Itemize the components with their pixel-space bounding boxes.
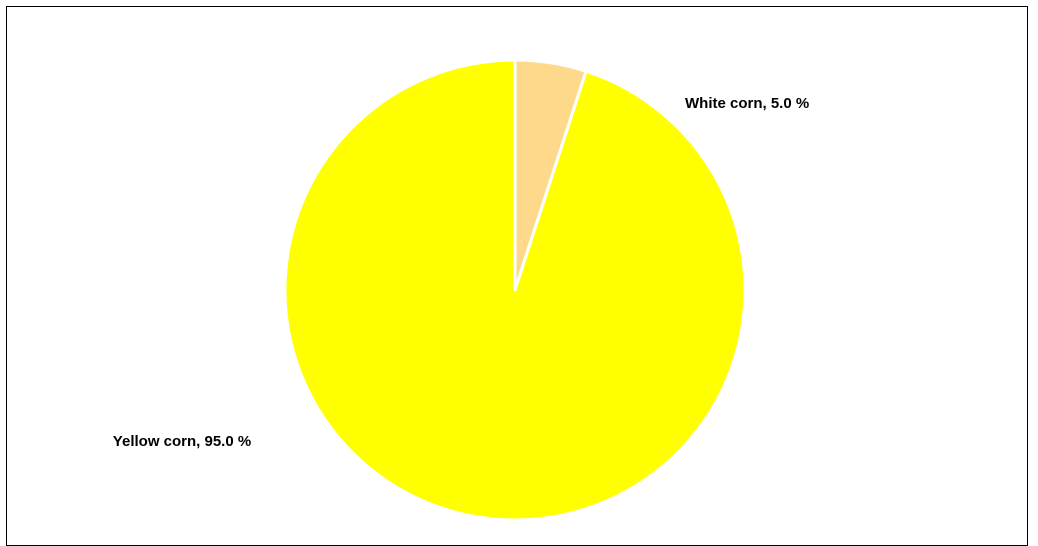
data-label-yellow-corn: Yellow corn, 95.0 % (112, 433, 252, 450)
data-label-white-corn: White corn, 5.0 % (685, 95, 810, 112)
pie-slice-yellow-corn (283, 58, 747, 522)
chart-area: White corn, 5.0 % Yellow corn, 95.0 % (6, 6, 1028, 546)
pie-chart (283, 58, 747, 522)
